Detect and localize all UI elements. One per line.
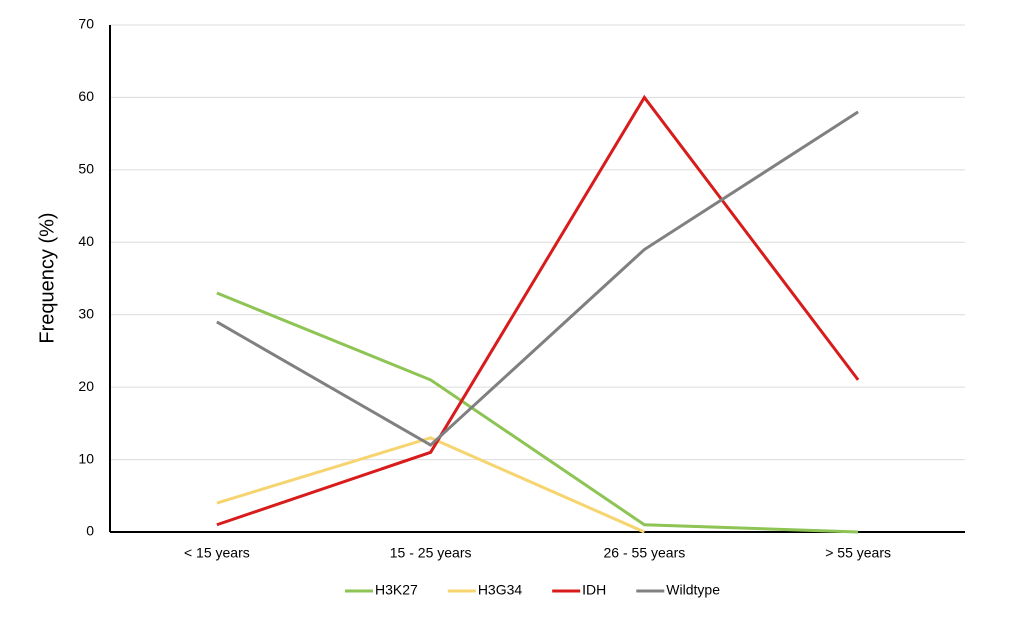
y-tick-label: 10	[78, 450, 94, 466]
y-tick-label: 20	[78, 378, 94, 394]
y-tick-label: 40	[78, 233, 94, 249]
y-tick-label: 0	[86, 523, 94, 539]
series-line	[216, 94, 860, 527]
series-line	[216, 110, 859, 447]
y-tick-label: 70	[78, 16, 94, 32]
x-tick-label: < 15 years	[184, 545, 250, 561]
y-tick-label: 50	[78, 161, 94, 177]
x-tick-label: 26 - 55 years	[604, 545, 686, 561]
series-line	[216, 436, 645, 534]
legend-label: H3K27	[375, 582, 418, 598]
x-tick-label: > 55 years	[825, 545, 891, 561]
y-axis-title: Frequency (%)	[36, 212, 58, 343]
x-tick-label: 15 - 25 years	[390, 545, 472, 561]
legend-label: Wildtype	[666, 582, 720, 598]
legend-label: H3G34	[478, 582, 523, 598]
y-tick-label: 30	[78, 305, 94, 321]
y-tick-label: 60	[78, 88, 94, 104]
series-line	[216, 291, 859, 534]
legend-label: IDH	[582, 582, 606, 598]
